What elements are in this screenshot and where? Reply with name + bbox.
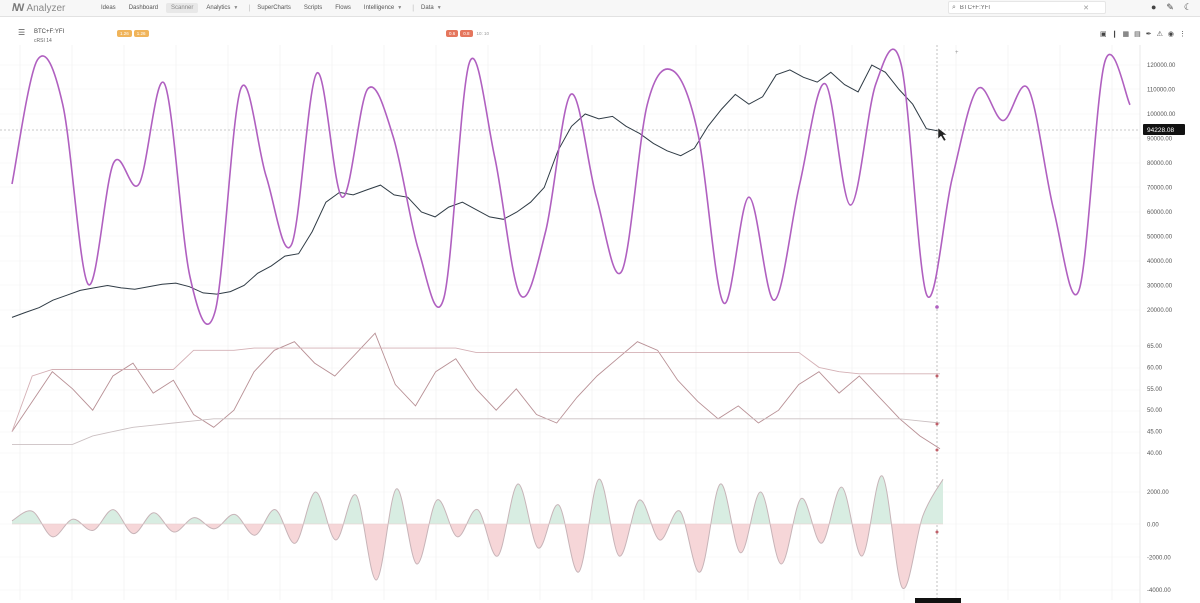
eye-icon[interactable]: ◉: [1167, 31, 1174, 38]
crosshair-time-tag: [915, 598, 961, 603]
nav-item-flows[interactable]: Flows: [330, 3, 356, 13]
y-tick-label: 65.00: [1147, 344, 1163, 350]
nav-item-scanner[interactable]: Scanner: [166, 3, 199, 13]
y-tick-label: 80000.00: [1147, 161, 1173, 167]
rsi-lower-marker: [935, 422, 939, 426]
price-series-line: [11, 64, 941, 318]
share-icon[interactable]: ✎: [1166, 2, 1174, 12]
y-tick-label: 20000.00: [1147, 308, 1173, 314]
save-icon[interactable]: ▣: [1099, 31, 1107, 38]
more-icon[interactable]: ⋮: [1179, 31, 1186, 38]
rsi-series-line: [11, 332, 941, 450]
crosshair-plus-icon: +: [955, 50, 959, 56]
cycle-series-line: [11, 48, 1131, 325]
nav-item-scripts[interactable]: Scripts: [299, 3, 327, 13]
nav-item-analytics[interactable]: Analytics ▼: [201, 3, 243, 13]
rsi-value-marker: [935, 448, 939, 452]
cycle-marker: [935, 305, 939, 309]
last-price-tag: 94228.08: [1143, 124, 1185, 135]
y-tick-label: 90000.00: [1147, 137, 1173, 143]
y-tick-label: 30000.00: [1147, 284, 1173, 290]
y-tick-label: -4000.00: [1147, 588, 1171, 594]
symbol-search[interactable]: ⌕ ✕: [948, 1, 1106, 14]
nav-item-label: Scanner: [171, 5, 194, 11]
indicator-label: cRSI 14: [34, 38, 52, 44]
price-axis: 120000.00 110000.00 100000.00 90000.00 80000…: [1147, 63, 1176, 594]
chevron-down-icon: ▼: [397, 5, 403, 11]
y-tick-label: 40000.00: [1147, 259, 1173, 265]
account-icons: ● ✎ ☾: [1151, 2, 1192, 13]
user-icon[interactable]: ●: [1150, 2, 1157, 12]
theme-icon[interactable]: ☾: [1183, 2, 1192, 12]
clear-search-icon[interactable]: ✕: [1083, 4, 1089, 12]
chart-header: ☰ BTC+F:YFI cRSI 14 1.26 1.26 0.6 0.8 10…: [0, 18, 1200, 48]
top-navigation-bar: /W Analyzer Ideas Dashboard Scanner Analyti…: [0, 0, 1200, 17]
grid-icon[interactable]: ▦: [1122, 31, 1130, 38]
chart-grid: [0, 45, 1141, 603]
layout-icon[interactable]: ▤: [1134, 31, 1141, 38]
y-tick-label: 0.00: [1147, 523, 1159, 529]
search-icon: ⌕: [952, 3, 956, 11]
y-tick-label: 50.00: [1147, 408, 1163, 414]
nav-item-label: Intelligence: [363, 5, 395, 11]
nav-item-ideas[interactable]: Ideas: [96, 3, 121, 13]
oscillator-negative-area: [12, 524, 943, 589]
rsi-series-line: [12, 418, 941, 445]
chart-symbol[interactable]: BTC+F:YFI: [34, 29, 65, 35]
y-tick-label: 50000.00: [1147, 235, 1173, 241]
y-tick-label: 120000.00: [1147, 63, 1176, 69]
y-tick-label: -2000.00: [1147, 555, 1171, 561]
draw-icon[interactable]: ✒: [1145, 31, 1152, 38]
rsi-upper-marker: [935, 374, 939, 378]
main-nav: Ideas Dashboard Scanner Analytics ▼ | SuperCha…: [96, 3, 450, 13]
app-logo[interactable]: /W Analyzer: [12, 2, 96, 14]
y-tick-label: 40.00: [1147, 451, 1163, 457]
last-price-label: 94228.08: [1147, 127, 1174, 134]
nav-item-dashboard[interactable]: Dashboard: [124, 3, 163, 13]
y-tick-label: 2000.00: [1147, 490, 1169, 496]
chart-toolbar: ▣ ❙ ▦ ▤ ✒ ⚠ ◉ ⋮: [1100, 30, 1186, 38]
nav-item-label: Analytics: [206, 5, 231, 11]
chevron-down-icon: ▼: [436, 5, 442, 11]
y-tick-label: 60.00: [1147, 365, 1163, 371]
pin-icon[interactable]: ❙: [1111, 31, 1118, 38]
indicator-badge-2[interactable]: 0.8: [460, 30, 473, 37]
app-name: Analyzer: [26, 2, 66, 14]
hamburger-menu-icon[interactable]: ☰: [18, 28, 26, 37]
chart-layers: +: [11, 48, 1131, 589]
y-tick-label: 45.00: [1147, 430, 1163, 436]
nav-item-label: Data: [421, 5, 434, 11]
oscillator-marker: [935, 530, 939, 534]
indicator-note: 10: 10: [476, 31, 490, 36]
rsi-series-line: [11, 347, 940, 432]
nav-item-label: SuperCharts: [257, 5, 291, 11]
nav-item-label: Ideas: [101, 5, 116, 11]
nav-item-supercharts[interactable]: SuperCharts: [252, 3, 296, 13]
mouse-cursor-icon: [937, 127, 948, 142]
y-tick-label: 55.00: [1147, 387, 1163, 393]
y-tick-label: 60000.00: [1147, 210, 1173, 216]
nav-item-data[interactable]: Data ▼: [416, 3, 447, 13]
oscillator-line: [11, 475, 944, 589]
search-input[interactable]: [959, 4, 1070, 11]
nav-separator: |: [412, 4, 415, 12]
alert-icon[interactable]: ⚠: [1156, 31, 1163, 38]
nav-item-intelligence[interactable]: Intelligence ▼: [359, 3, 407, 13]
logo-icon: /W: [12, 2, 24, 14]
oscillator-positive-area: [12, 475, 943, 524]
indicator-badge-1[interactable]: 0.6: [446, 30, 459, 37]
nav-separator: |: [248, 4, 251, 12]
chevron-down-icon: ▼: [233, 5, 239, 11]
nav-item-label: Flows: [335, 5, 351, 11]
nav-item-label: Scripts: [303, 5, 323, 11]
ask-badge[interactable]: 1.26: [133, 30, 149, 37]
y-tick-label: 70000.00: [1147, 186, 1173, 192]
y-tick-label: 100000.00: [1147, 112, 1176, 118]
price-badges: 1.26 1.26: [117, 30, 149, 37]
nav-item-label: Dashboard: [128, 5, 159, 11]
indicator-badges: 0.6 0.8 10: 10: [446, 30, 489, 37]
y-tick-label: 110000.00: [1147, 88, 1176, 94]
bid-badge[interactable]: 1.26: [117, 30, 132, 37]
